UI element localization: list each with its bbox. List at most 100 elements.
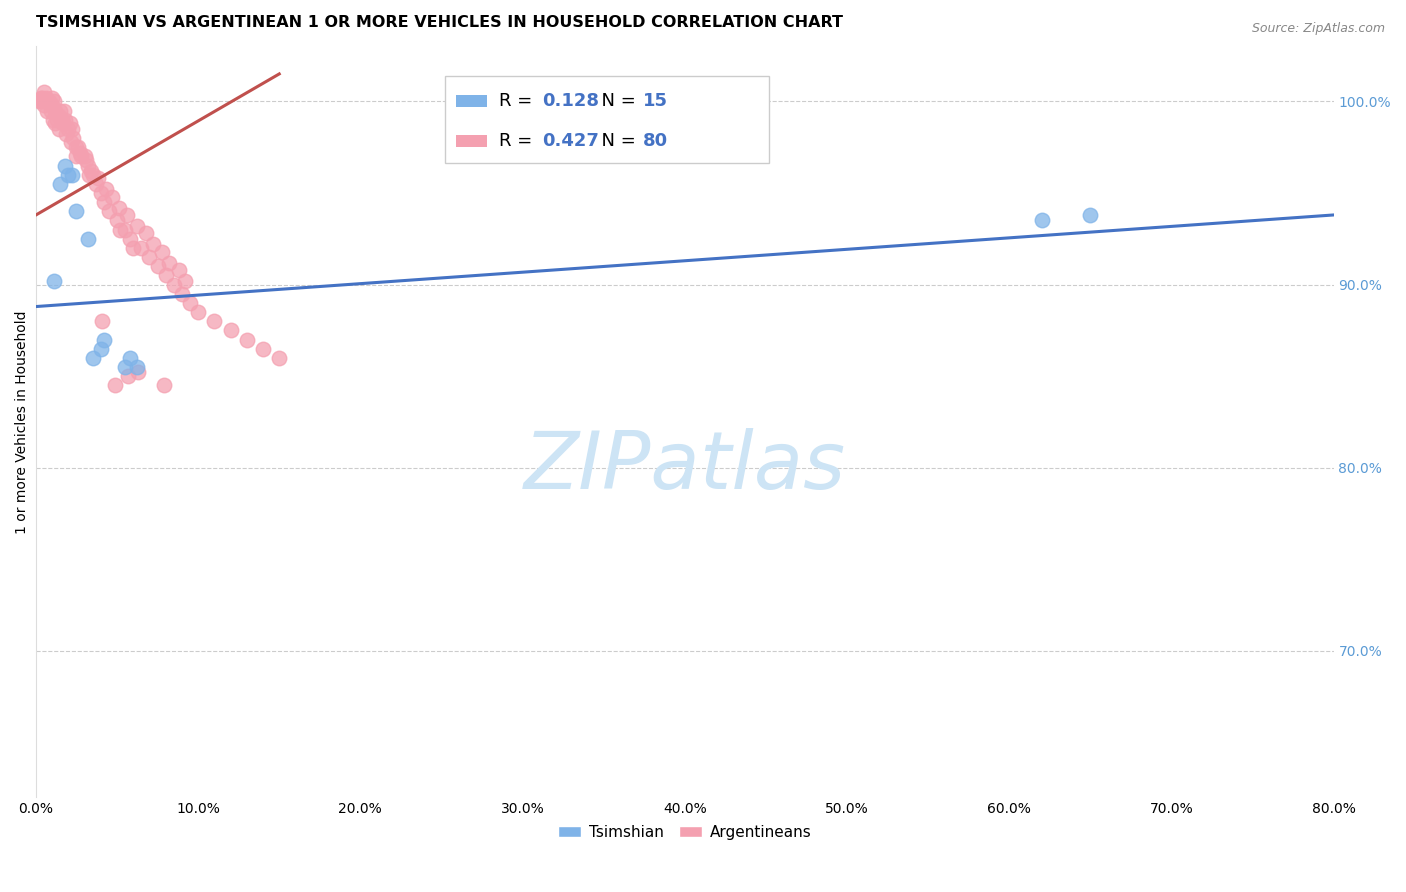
Point — [152, 244, 174, 259]
Point — [44, 116, 66, 130]
Point — [91, 314, 114, 328]
Point — [49, 103, 72, 118]
Point — [46, 112, 69, 127]
Point — [97, 204, 120, 219]
Point — [41, 91, 63, 105]
Point — [93, 195, 115, 210]
Point — [55, 128, 77, 142]
Point — [51, 112, 73, 127]
Point — [1078, 208, 1101, 222]
Point — [58, 121, 80, 136]
Point — [70, 149, 93, 163]
Point — [28, 95, 51, 109]
Point — [32, 85, 55, 99]
Point — [110, 222, 132, 236]
Point — [69, 145, 91, 160]
Point — [269, 351, 291, 365]
Point — [125, 359, 148, 374]
Text: N =: N = — [591, 132, 641, 150]
FancyBboxPatch shape — [444, 77, 769, 163]
Point — [30, 91, 52, 105]
Point — [44, 103, 66, 118]
Text: 80: 80 — [643, 132, 668, 150]
Y-axis label: 1 or more Vehicles in Household: 1 or more Vehicles in Household — [15, 310, 30, 533]
Point — [135, 227, 157, 241]
Point — [90, 186, 112, 200]
Point — [48, 109, 70, 123]
Text: Source: ZipAtlas.com: Source: ZipAtlas.com — [1251, 22, 1385, 36]
Point — [79, 168, 101, 182]
FancyBboxPatch shape — [457, 136, 488, 147]
Point — [84, 177, 107, 191]
Point — [127, 366, 149, 380]
Point — [122, 241, 145, 255]
Point — [118, 351, 141, 365]
Text: ZIPatlas: ZIPatlas — [523, 428, 846, 506]
Point — [53, 112, 76, 127]
FancyBboxPatch shape — [457, 95, 488, 107]
Point — [174, 274, 197, 288]
Point — [155, 268, 177, 283]
Point — [1031, 213, 1053, 227]
Point — [142, 237, 165, 252]
Point — [90, 342, 112, 356]
Point — [107, 201, 129, 215]
Point — [73, 149, 96, 163]
Point — [131, 241, 153, 255]
Point — [52, 116, 75, 130]
Point — [236, 333, 259, 347]
Point — [187, 305, 209, 319]
Point — [53, 159, 76, 173]
Point — [65, 204, 87, 219]
Point — [104, 378, 127, 392]
Point — [125, 219, 148, 233]
Point — [38, 95, 60, 109]
Point — [105, 213, 128, 227]
Point — [101, 189, 124, 203]
Point — [59, 116, 82, 130]
Text: TSIMSHIAN VS ARGENTINEAN 1 OR MORE VEHICLES IN HOUSEHOLD CORRELATION CHART: TSIMSHIAN VS ARGENTINEAN 1 OR MORE VEHIC… — [37, 15, 844, 30]
Point — [118, 232, 141, 246]
Point — [82, 351, 104, 365]
Point — [65, 149, 87, 163]
Point — [42, 274, 65, 288]
Point — [52, 103, 75, 118]
Point — [114, 359, 136, 374]
Point — [67, 140, 90, 154]
Text: 0.128: 0.128 — [541, 92, 599, 110]
Point — [58, 168, 80, 182]
Point — [117, 369, 139, 384]
Point — [86, 171, 108, 186]
Point — [163, 277, 186, 292]
Point — [37, 103, 59, 118]
Text: 0.427: 0.427 — [541, 132, 599, 150]
Point — [31, 91, 53, 105]
Point — [146, 259, 169, 273]
Point — [48, 121, 70, 136]
Text: N =: N = — [591, 92, 641, 110]
Legend: Tsimshian, Argentineans: Tsimshian, Argentineans — [553, 819, 817, 847]
Point — [60, 168, 83, 182]
Point — [59, 135, 82, 149]
Point — [167, 263, 190, 277]
Point — [76, 232, 98, 246]
Point — [76, 159, 98, 173]
Point — [252, 342, 274, 356]
Point — [49, 177, 72, 191]
Point — [138, 250, 160, 264]
Point — [31, 95, 53, 109]
Point — [65, 140, 87, 154]
Point — [219, 323, 242, 337]
Point — [179, 296, 201, 310]
Point — [32, 98, 55, 112]
Point — [62, 131, 84, 145]
Point — [170, 286, 193, 301]
Point — [115, 208, 138, 222]
Point — [82, 168, 104, 182]
Point — [42, 95, 65, 109]
Point — [114, 222, 136, 236]
Point — [34, 91, 56, 105]
Point — [80, 164, 103, 178]
Text: R =: R = — [499, 132, 538, 150]
Point — [94, 182, 117, 196]
